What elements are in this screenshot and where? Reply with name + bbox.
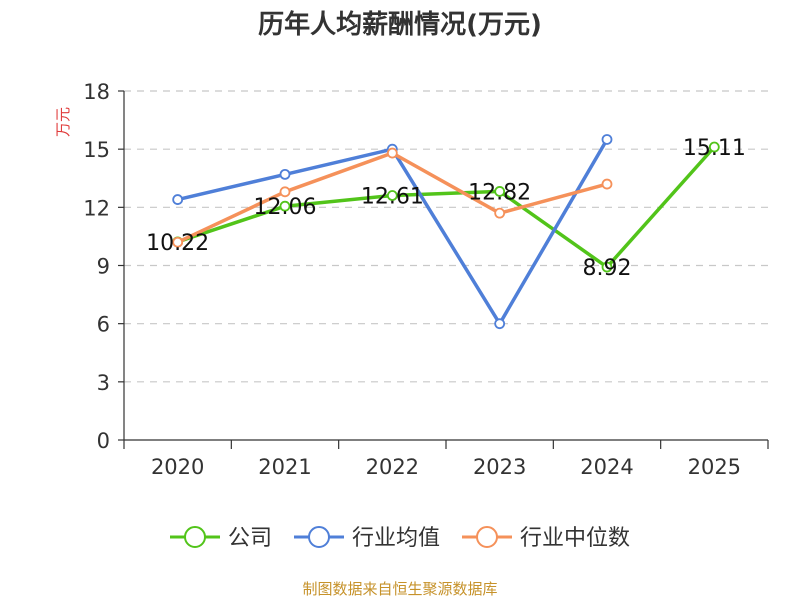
x-tick-label: 2021 xyxy=(258,455,311,479)
y-tick-label: 6 xyxy=(97,313,110,337)
data-point-series-0 xyxy=(601,261,613,273)
data-label: 8.92 xyxy=(583,256,632,281)
data-point-series-2 xyxy=(494,207,506,219)
legend-label: 行业均值 xyxy=(352,526,440,551)
data-label: 12.61 xyxy=(361,185,424,210)
data-point-series-0 xyxy=(708,141,720,153)
y-tick-label: 12 xyxy=(83,196,110,220)
legend-label: 行业中位数 xyxy=(520,526,630,551)
y-tick-label: 3 xyxy=(97,371,110,395)
series-line-0 xyxy=(177,145,716,269)
data-labels: 10.22 12.06 12.61 12.82 8.92 15.11 xyxy=(146,136,746,281)
data-point-series-2 xyxy=(386,147,398,159)
data-point-series-1 xyxy=(279,168,291,180)
data-point-series-2 xyxy=(601,178,613,190)
legend-marker-icon xyxy=(476,526,498,548)
legend: 公司 行业均值 行业中位数 xyxy=(170,526,630,551)
x-tick-label: 2024 xyxy=(580,455,633,479)
y-axis-label: 万元 xyxy=(54,107,72,137)
data-label: 10.22 xyxy=(146,231,209,256)
x-tick-label: 2020 xyxy=(151,455,204,479)
x-tick-label: 2022 xyxy=(366,455,419,479)
y-tick-label: 18 xyxy=(83,80,110,104)
footer-source: 制图数据来自恒生聚源数据库 xyxy=(302,580,498,598)
legend-label: 公司 xyxy=(228,526,272,551)
legend-marker-icon xyxy=(308,526,330,548)
legend-marker-icon xyxy=(184,526,206,548)
series-lines xyxy=(172,134,720,330)
data-label: 15.11 xyxy=(683,136,746,161)
data-point-series-1 xyxy=(601,134,613,145)
data-label: 12.82 xyxy=(468,180,531,205)
data-point-series-2 xyxy=(172,236,184,248)
y-tick-label: 15 xyxy=(83,138,110,162)
x-tick-label: 2025 xyxy=(688,455,741,479)
data-point-series-1 xyxy=(494,318,506,330)
data-point-series-0 xyxy=(279,200,291,212)
data-point-series-0 xyxy=(494,186,506,197)
series-line-1 xyxy=(177,138,609,326)
data-label: 12.06 xyxy=(254,195,317,220)
chart-title: 历年人均薪酬情况(万元) xyxy=(258,10,542,40)
axes: 0 3 6 9 12 15 18 万元 2020 2021 2022 2023 2024 2025 xyxy=(54,80,769,479)
y-tick-label: 0 xyxy=(97,429,110,453)
y-tick-label: 9 xyxy=(97,255,110,279)
data-point-series-1 xyxy=(172,194,184,205)
data-point-series-2 xyxy=(279,186,291,198)
x-tick-label: 2023 xyxy=(473,455,526,479)
data-point-series-0 xyxy=(386,190,398,201)
